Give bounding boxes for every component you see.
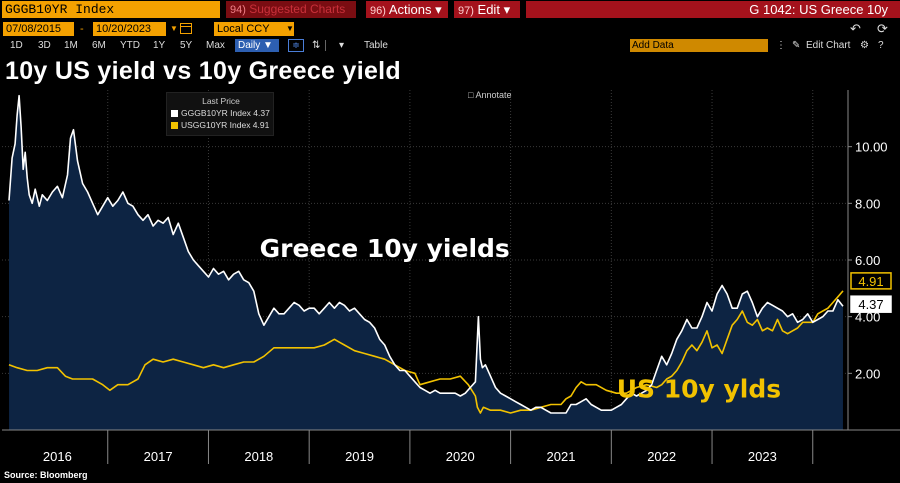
yield-chart: 2.00 4.00 6.00 8.00 10.00 2016 2017 2018 2019 202…	[2, 90, 900, 464]
suggested-charts-number: 94)	[230, 4, 246, 16]
suggested-charts-label: Suggested Charts	[249, 2, 346, 16]
end-date-input[interactable]: 10/20/2023	[93, 22, 166, 36]
line-chart-icon[interactable]: ≑	[288, 39, 304, 52]
frequency-select[interactable]: Daily ▼	[235, 39, 279, 52]
annotate-label: Annotate	[475, 90, 512, 100]
period-6m[interactable]: 6M	[92, 40, 106, 51]
period-1m[interactable]: 1M	[64, 40, 78, 51]
x-tick-label: 2017	[144, 449, 173, 464]
start-date-input[interactable]: 07/08/2015	[3, 22, 74, 36]
annotation-greece: Greece 10y yields	[260, 234, 510, 263]
settings-icon[interactable]: ⚙	[860, 40, 869, 51]
period-bar: 1D 3D 1M 6M YTD 1Y 5Y Max Daily ▼ ≑ ⇅ ▾ …	[0, 38, 900, 53]
more-caret-icon[interactable]: ▾	[339, 40, 345, 51]
back-icon[interactable]: ↶	[850, 21, 861, 36]
edit-button[interactable]: 97) Edit ▾	[454, 1, 520, 18]
legend-swatch-greece	[171, 110, 178, 117]
add-data-input[interactable]: Add Data	[630, 39, 768, 52]
currency-caret-icon[interactable]: ▼	[286, 24, 294, 33]
y-tick-label: 4.00	[855, 310, 880, 325]
period-1d[interactable]: 1D	[10, 40, 23, 51]
x-tick-label: 2016	[43, 449, 72, 464]
legend-label-greece: GGGB10YR Index 4.37	[181, 108, 270, 118]
last-value-label: 4.37	[858, 297, 883, 312]
actions-number: 96)	[370, 5, 386, 17]
legend[interactable]: Last Price GGGB10YR Index 4.37 USGG10YR …	[166, 92, 274, 136]
edit-label: Edit	[477, 2, 500, 17]
greece-10y-line	[8, 94, 844, 414]
actions-caret-icon: ▾	[435, 2, 442, 17]
x-tick-label: 2019	[345, 449, 374, 464]
table-button[interactable]: Table	[364, 40, 388, 51]
edit-number: 97)	[458, 5, 474, 17]
chart-name: G 1042: US Greece 10y	[526, 1, 900, 18]
source-note: Source: Bloomberg	[4, 470, 88, 480]
y-tick-label: 10.00	[855, 140, 888, 155]
y-tick-label: 8.00	[855, 196, 880, 211]
actions-label: Actions	[388, 2, 432, 17]
last-value-tag	[850, 295, 892, 313]
legend-item-greece[interactable]: GGGB10YR Index 4.37	[171, 108, 270, 118]
top-toolbar: GGGB10YR Index 94) Suggested Charts 96) …	[0, 0, 900, 19]
edit-caret-icon: ▾	[503, 2, 511, 17]
y-tick-label: 2.00	[855, 366, 880, 381]
currency-select[interactable]: Local CCY	[214, 22, 294, 36]
annotate-button[interactable]: □ Annotate	[468, 90, 512, 100]
legend-item-us[interactable]: USGG10YR Index 4.91	[171, 120, 269, 130]
help-icon[interactable]: ?	[878, 40, 884, 51]
x-tick-label: 2022	[647, 449, 676, 464]
x-tick-label: 2018	[244, 449, 273, 464]
calendar-icon[interactable]	[180, 23, 192, 34]
period-5y[interactable]: 5Y	[180, 40, 193, 51]
bar-chart-icon[interactable]: ⇅	[312, 40, 321, 51]
edit-chart-button[interactable]: Edit Chart	[806, 40, 851, 51]
legend-swatch-us	[171, 122, 178, 129]
refresh-icon[interactable]: ⟳	[877, 21, 888, 36]
chart-title: 10y US yield vs 10y Greece yield	[5, 57, 401, 85]
us-10y-line	[8, 290, 844, 414]
annotation-us: US 10y ylds	[617, 374, 781, 403]
edit-chart-icon[interactable]: ✎	[792, 40, 801, 51]
legend-header: Last Price	[202, 96, 240, 106]
greece-area-fill	[9, 95, 843, 430]
y-tick-label: 6.00	[855, 253, 880, 268]
period-max[interactable]: Max	[206, 40, 225, 51]
legend-label-us: USGG10YR Index 4.91	[181, 120, 270, 130]
x-tick-label: 2020	[446, 449, 475, 464]
more-icon[interactable]: ⋮	[776, 40, 786, 51]
actions-button[interactable]: 96) Actions ▾	[366, 1, 448, 18]
toolbar-divider	[325, 40, 326, 51]
date-range-bar: 07/08/2015 - 10/20/2023 ▼ Local CCY ▼ ↶ …	[0, 20, 900, 38]
x-tick-label: 2021	[547, 449, 576, 464]
x-tick-label: 2023	[748, 449, 777, 464]
period-1y[interactable]: 1Y	[153, 40, 166, 51]
security-input[interactable]: GGGB10YR Index	[2, 1, 220, 18]
last-value-tag	[850, 272, 892, 290]
date-dash: -	[80, 23, 84, 35]
period-3d[interactable]: 3D	[38, 40, 51, 51]
period-ytd[interactable]: YTD	[120, 40, 140, 51]
end-date-caret-icon[interactable]: ▼	[170, 24, 178, 33]
last-value-label: 4.91	[858, 274, 883, 289]
suggested-charts-button[interactable]: 94) Suggested Charts	[226, 1, 356, 18]
